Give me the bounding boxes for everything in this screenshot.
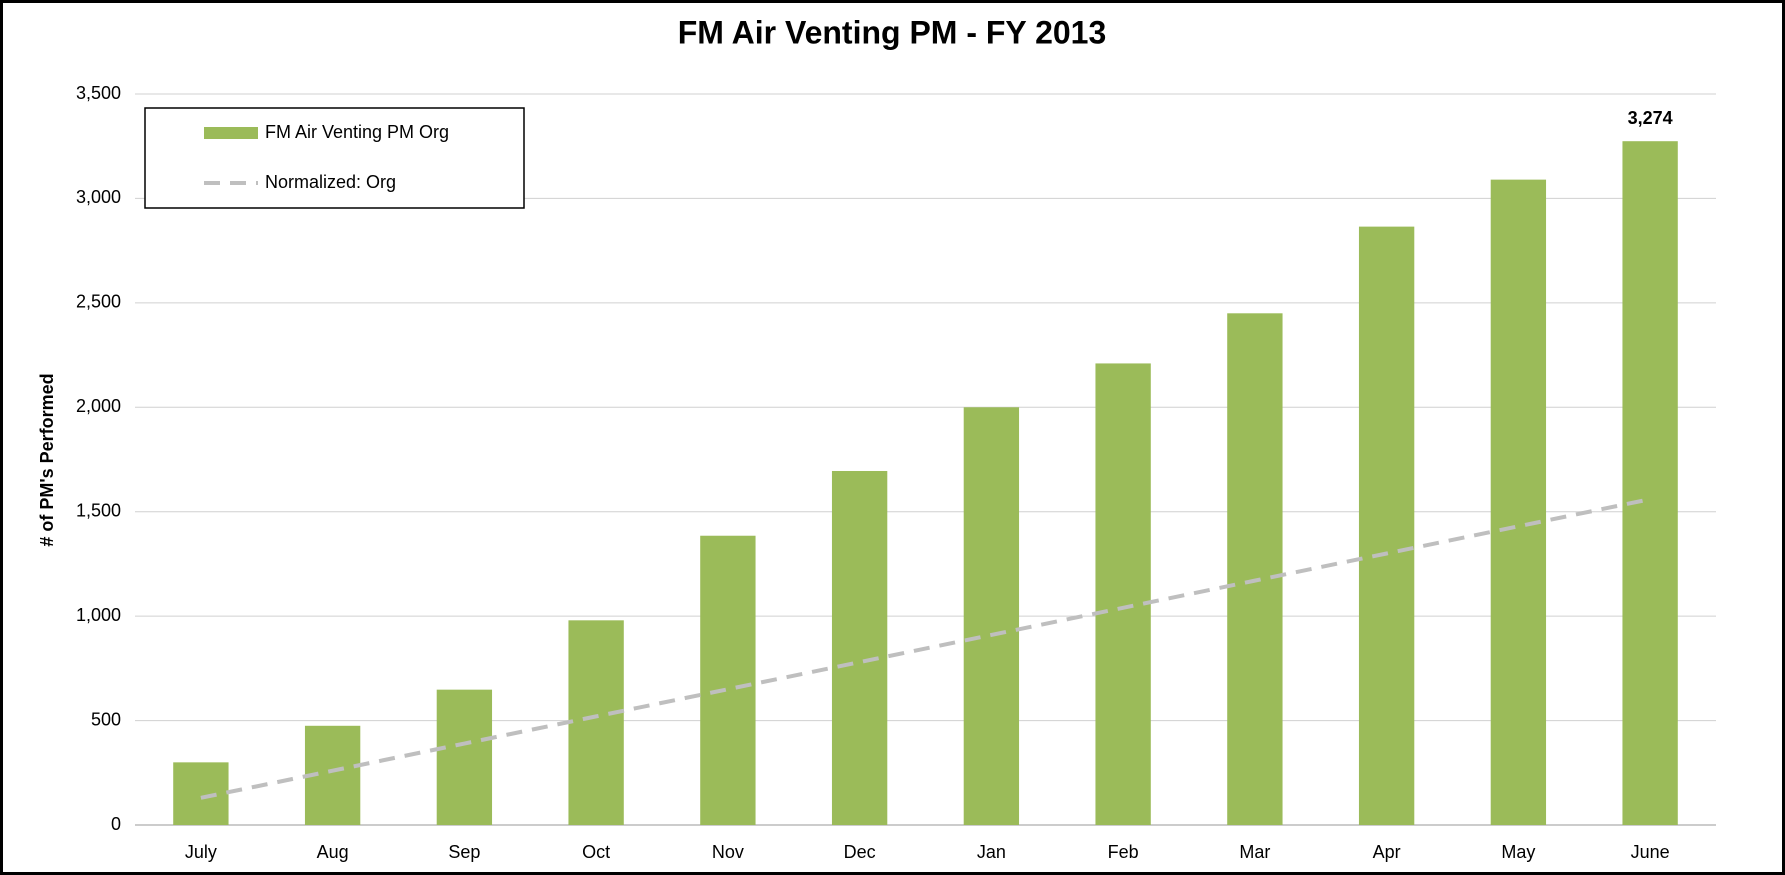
bar bbox=[1490, 179, 1547, 826]
x-tick-label: Dec bbox=[844, 842, 876, 862]
y-tick-label: 2,500 bbox=[76, 292, 121, 312]
x-tick-label: Feb bbox=[1108, 842, 1139, 862]
y-axis-label: # of PM's Performed bbox=[37, 373, 57, 546]
bar bbox=[1622, 141, 1678, 825]
legend-swatch bbox=[204, 127, 258, 139]
y-tick-label: 3,500 bbox=[76, 83, 121, 103]
y-tick-label: 3,000 bbox=[76, 187, 121, 207]
bar bbox=[831, 470, 888, 825]
chart-title: FM Air Venting PM - FY 2013 bbox=[678, 14, 1107, 50]
bar bbox=[173, 762, 229, 825]
bar bbox=[1358, 226, 1415, 826]
y-tick-label: 1,000 bbox=[76, 605, 121, 625]
y-tick-label: 0 bbox=[111, 814, 121, 834]
trend-line bbox=[200, 497, 1651, 800]
x-tick-label: June bbox=[1631, 842, 1670, 862]
x-tick-label: July bbox=[185, 842, 217, 862]
x-tick-label: Oct bbox=[582, 842, 610, 862]
bar bbox=[568, 620, 624, 825]
data-label: 3,274 bbox=[1628, 108, 1673, 128]
y-tick-label: 2,000 bbox=[76, 396, 121, 416]
bar bbox=[436, 689, 493, 825]
bar bbox=[1095, 363, 1151, 825]
x-tick-label: Sep bbox=[448, 842, 480, 862]
x-tick-label: Apr bbox=[1373, 842, 1401, 862]
y-tick-label: 1,500 bbox=[76, 500, 121, 520]
legend-box bbox=[144, 107, 525, 209]
bar bbox=[700, 535, 756, 825]
y-tick-label: 500 bbox=[91, 709, 121, 729]
x-tick-label: May bbox=[1501, 842, 1535, 862]
legend-label: Normalized: Org bbox=[265, 172, 396, 192]
legend-label: FM Air Venting PM Org bbox=[265, 122, 449, 142]
x-tick-label: Jan bbox=[977, 842, 1006, 862]
x-tick-label: Mar bbox=[1239, 842, 1270, 862]
x-tick-label: Nov bbox=[712, 842, 744, 862]
bar bbox=[1227, 313, 1283, 825]
x-tick-label: Aug bbox=[317, 842, 349, 862]
bar bbox=[963, 407, 1020, 825]
